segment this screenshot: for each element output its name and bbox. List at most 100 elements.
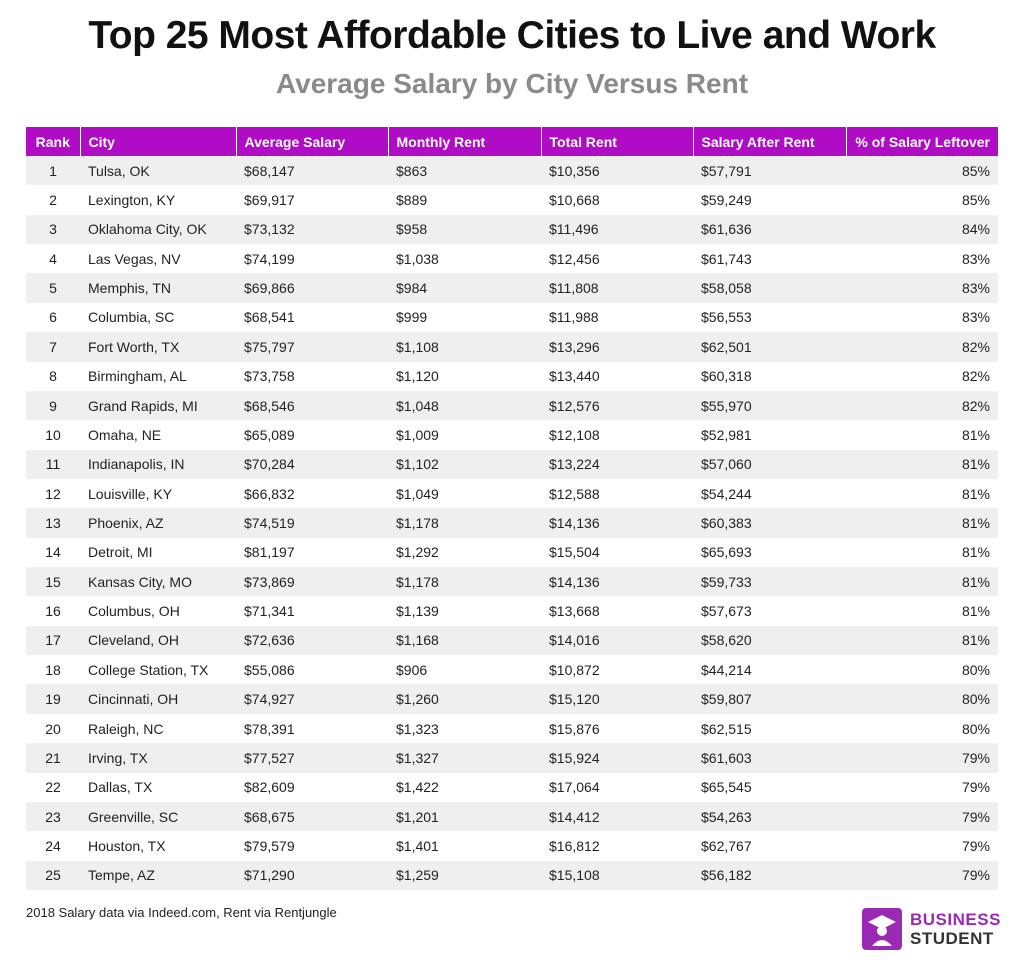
table-cell: 17 (26, 625, 80, 656)
table-cell: 24 (45, 837, 61, 854)
table-cell: Cincinnati, OH (80, 684, 236, 714)
table-cell: $1,049 (396, 485, 439, 502)
table-cell: $65,693 (701, 544, 752, 561)
table-cell: $55,970 (693, 390, 846, 421)
table-row: 3 Oklahoma City, OK $73,132 $958 $11,496 $61,… (26, 214, 998, 245)
table-cell: $56,553 (701, 309, 752, 326)
table-row: 7 Fort Worth, TX $75,797 $1,108 $13,296 $62,5… (26, 332, 998, 362)
table-row: 20 Raleigh, NC $78,391 $1,323 $15,876 $62,515… (26, 714, 998, 743)
table-cell: $68,546 (236, 390, 388, 421)
column-header: % of Salary Leftover (845, 127, 998, 156)
table-cell: $11,988 (549, 309, 599, 326)
table-cell: 79% (961, 779, 990, 796)
header-row: Rank City Average Salary Monthly Rent Total … (26, 127, 998, 156)
table-cell: $1,323 (396, 720, 439, 737)
table-cell: 5 (26, 273, 80, 303)
table-row: 21 Irving, TX $77,527 $1,327 $15,924 $61,603 7… (26, 743, 998, 773)
table-cell: 23 (26, 801, 80, 832)
table-cell: $1,038 (396, 250, 439, 267)
table-cell: 22 (45, 779, 61, 796)
table-cell: 2 (49, 192, 57, 209)
table-cell: $70,284 (236, 449, 388, 479)
table-cell: 82% (846, 332, 998, 362)
table-cell: $57,673 (701, 603, 752, 620)
table-cell: $10,668 (549, 192, 600, 209)
column-header: Total Rent (540, 127, 693, 156)
table-cell: $68,541 (244, 309, 295, 326)
table-cell: $1,259 (388, 860, 541, 890)
column-header: Rank (26, 127, 80, 156)
table-cell: $1,102 (388, 449, 541, 479)
table: Rank City Average Salary Monthly Rent Total … (26, 127, 998, 890)
table-cell: 10 (45, 426, 61, 443)
table-cell: $71,290 (236, 860, 388, 890)
table-cell: $62,515 (701, 720, 752, 737)
table-cell: $58,620 (693, 625, 846, 656)
table-cell: Memphis, TN (80, 273, 236, 303)
table-cell: $77,527 (236, 743, 388, 773)
table-cell: 79% (846, 801, 998, 832)
table-cell: $1,178 (388, 567, 541, 597)
table-cell: $57,791 (693, 156, 846, 186)
table-cell: $14,136 (541, 567, 693, 597)
table-cell: 83% (961, 250, 990, 267)
table-row: 25 Tempe, AZ $71,290 $1,259 $15,108 $56,182 79… (26, 860, 998, 890)
table-cell: 81% (846, 625, 998, 656)
table-cell: $14,136 (541, 508, 693, 538)
table-cell: 9 (26, 390, 80, 421)
table-cell: $1,048 (388, 390, 541, 421)
table-row: 14 Detroit, MI $81,197 $1,292 $15,504 $65,693… (26, 538, 998, 567)
table-cell: 12 (45, 485, 61, 502)
table-cell: $74,519 (236, 508, 388, 538)
table-cell: $15,924 (541, 743, 693, 773)
table-row: 13 Phoenix, AZ $74,519 $1,178 $14,136 $60,383… (26, 508, 998, 538)
table-cell: $75,797 (236, 332, 388, 362)
table-row: 22 Dallas, TX $82,609 $1,422 $17,064 $65,545 7… (26, 773, 998, 802)
table-cell: $1,327 (388, 743, 541, 773)
table-row: 16 Columbus, OH $71,341 $1,139 $13,668 $57,67… (26, 596, 998, 625)
table-cell: 14 (45, 544, 61, 561)
table-cell: Indianapolis, IN (80, 449, 236, 479)
title: Top 25 Most Affordable Cities to Live an… (88, 14, 936, 57)
table-cell: $1,108 (388, 332, 541, 362)
column-header: Average Salary (235, 127, 388, 156)
table-cell: $958 (388, 214, 541, 245)
table-cell: $69,917 (244, 192, 295, 209)
table-cell: 4 (49, 250, 57, 267)
table-cell: $10,872 (549, 661, 600, 678)
table-cell: 81% (961, 544, 990, 561)
table-cell: $1,292 (396, 544, 439, 561)
table-cell: $59,733 (693, 567, 846, 597)
table-cell: 15 (26, 567, 80, 597)
logo-text: BUSINESS (910, 910, 1001, 929)
table-row: 9 Grand Rapids, MI $68,546 $1,048 $12,576 $55… (26, 390, 998, 421)
table-cell: Lexington, KY (88, 192, 176, 209)
table-cell: Oklahoma City, OK (80, 214, 236, 245)
table-cell: $1,120 (396, 368, 439, 385)
table-cell: 81% (846, 567, 998, 597)
table-cell: $68,147 (236, 156, 388, 186)
table-cell: Irving, TX (80, 743, 236, 773)
table-cell: $65,089 (244, 426, 295, 443)
table-row: 12 Louisville, KY $66,832 $1,049 $12,588 $54,… (26, 479, 998, 508)
table-cell: 79% (846, 860, 998, 890)
table-cell: $14,016 (541, 625, 693, 656)
table-cell: Birmingham, AL (88, 368, 187, 385)
table-cell: 3 (26, 214, 80, 245)
table-cell: Las Vegas, NV (88, 250, 181, 267)
table-cell: $71,341 (244, 603, 295, 620)
table-cell: 81% (961, 426, 990, 443)
table-cell: Columbus, OH (88, 603, 180, 620)
table-cell: 8 (49, 368, 57, 385)
table-cell: $61,636 (693, 214, 846, 245)
table-cell: $999 (396, 309, 428, 326)
table-cell: $54,244 (701, 485, 752, 502)
table-cell: $15,504 (549, 544, 600, 561)
table-cell: $61,743 (701, 250, 752, 267)
table-cell: $1,178 (388, 508, 541, 538)
table-cell: 83% (961, 309, 990, 326)
table-cell: 81% (961, 485, 990, 502)
table-cell: $10,356 (541, 156, 693, 186)
table-cell: $44,214 (701, 661, 752, 678)
table-cell: $60,318 (701, 368, 752, 385)
